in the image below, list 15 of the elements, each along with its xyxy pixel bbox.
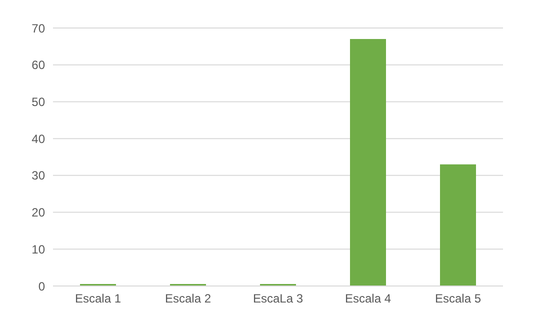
x-tick-label: Escala 4 [344, 292, 392, 306]
y-tick-label: 30 [32, 168, 46, 183]
y-tick-label: 60 [32, 58, 46, 72]
y-tick-label: 50 [32, 94, 46, 109]
x-tick-label: Escala 5 [434, 292, 482, 306]
y-tick-label: 20 [32, 206, 46, 220]
bar [440, 164, 476, 286]
y-tick-label: 0 [38, 279, 46, 294]
x-tick-label: Escala 1 [74, 292, 122, 306]
y-tick-label: 40 [32, 132, 46, 146]
x-tick-label: Escala 2 [164, 292, 212, 306]
x-tick-label: EscaLa 3 [252, 292, 304, 306]
bar [350, 39, 386, 286]
y-tick-label: 70 [32, 21, 46, 36]
y-tick-label: 10 [32, 242, 46, 256]
